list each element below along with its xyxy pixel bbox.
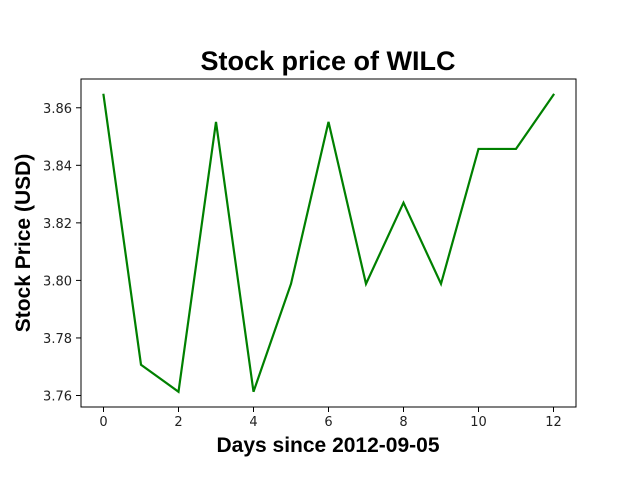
series-line xyxy=(102,93,556,394)
x-tick-label: 6 xyxy=(324,415,332,430)
x-tick-label: 2 xyxy=(174,415,182,430)
y-tick-label: 3.78 xyxy=(43,332,72,347)
x-tick-label: 4 xyxy=(249,415,257,430)
y-tick-label: 3.86 xyxy=(43,102,72,117)
x-tick-label: 10 xyxy=(470,415,487,430)
y-axis: 3.76 3.78 3.80 3.82 3.84 3.86 xyxy=(43,102,81,404)
x-tick-label: 8 xyxy=(399,415,407,430)
y-tick-label: 3.80 xyxy=(43,274,72,289)
y-tick-label: 3.82 xyxy=(43,217,72,232)
x-axis: 0 2 4 6 8 10 12 xyxy=(99,407,562,430)
plot-area: 0 2 4 6 8 10 12 3.76 3.78 3.80 3.82 3.84 3.86 xyxy=(43,78,577,430)
x-tick-label: 0 xyxy=(99,415,107,430)
y-tick-label: 3.76 xyxy=(43,389,72,404)
x-axis-label: Days since 2012-09-05 xyxy=(217,434,440,457)
y-tick-label: 3.84 xyxy=(43,159,72,174)
series-layer xyxy=(102,93,556,394)
plot-frame xyxy=(80,78,577,408)
chart-title: Stock price of WILC xyxy=(200,46,455,76)
x-tick-label: 12 xyxy=(545,415,562,430)
y-axis-label: Stock Price (USD) xyxy=(12,154,35,333)
